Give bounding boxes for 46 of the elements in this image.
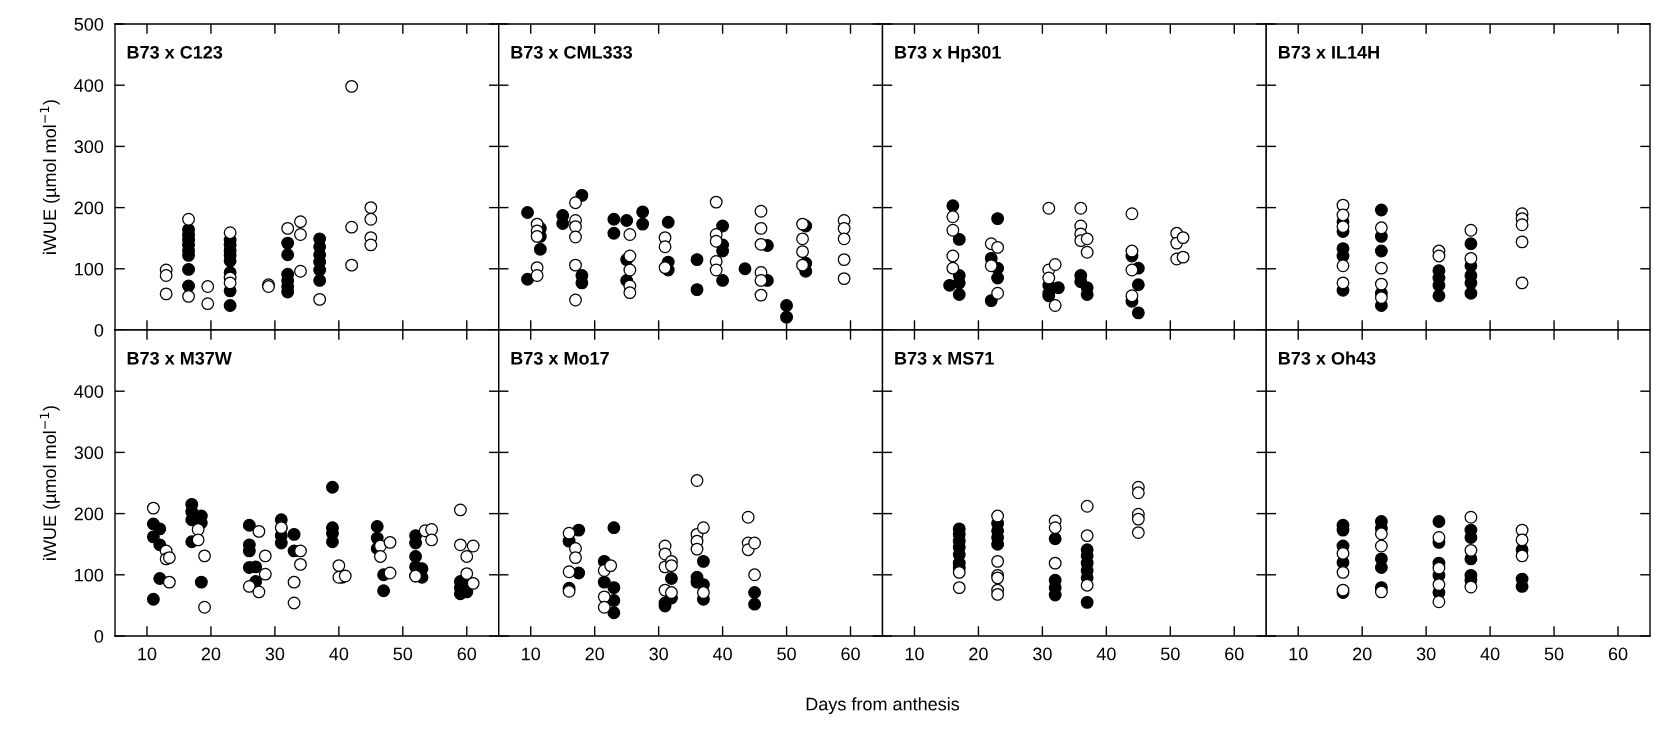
x-tick-label: 60 [1225, 647, 1244, 661]
y-tick-label: 100 [75, 568, 104, 582]
x-tick-label: 60 [1608, 647, 1628, 661]
y-tick-label: 300 [74, 140, 104, 154]
x-tick-label: 30 [1033, 647, 1052, 661]
x-tick-label: 10 [905, 647, 924, 661]
x-tick-label: 40 [1096, 647, 1116, 661]
x-tick-label: 10 [522, 647, 541, 661]
y-tick-label: 0 [94, 323, 104, 337]
y-tick-label: 300 [74, 446, 104, 460]
y-tick-label: 400 [74, 79, 104, 92]
x-tick-label: 30 [1416, 647, 1436, 661]
text: B73 x M37W [127, 351, 232, 365]
x-tick-label: 50 [1544, 647, 1564, 661]
text: B73 x CML333 [511, 45, 633, 59]
y-tick-label: 500 [74, 17, 104, 31]
y-axis-title: iWUE (µmol mol$^{−1}$) [39, 406, 60, 560]
y-axis-title: iWUE (µmol mol$^{−1}$) [39, 100, 60, 254]
y-tick-label: 400 [74, 385, 104, 398]
x-tick-label: 30 [265, 647, 285, 661]
x-tick-label: 20 [585, 647, 605, 661]
x-tick-label: 60 [457, 647, 477, 661]
x-tick-label: 50 [1160, 647, 1180, 661]
x-tick-label: 10 [1289, 647, 1308, 661]
text: B73 x MS71 [895, 351, 994, 365]
text: B73 x Oh43 [1278, 351, 1376, 365]
y-tick-label: 200 [74, 507, 104, 521]
x-tick-label: 40 [329, 647, 349, 661]
x-tick-label: 60 [841, 647, 860, 661]
x-tick-label: 50 [777, 647, 796, 661]
text: B73 x Mo17 [511, 351, 609, 365]
x-tick-label: 40 [712, 647, 732, 661]
y-tick-label: 0 [94, 629, 104, 643]
text: B73 x Hp301 [895, 45, 1001, 63]
text: B73 x C123 [127, 45, 223, 59]
text: B73 x IL14H [1278, 45, 1379, 59]
x-tick-label: 20 [1353, 647, 1372, 661]
x-tick-label: 50 [393, 647, 413, 661]
x-tick-label: 10 [138, 647, 157, 661]
y-tick-label: 100 [75, 262, 104, 276]
x-axis-title: Days from anthesis [806, 697, 960, 715]
y-tick-label: 200 [74, 201, 104, 215]
x-tick-label: 40 [1480, 647, 1500, 661]
x-tick-label: 20 [201, 647, 221, 661]
x-tick-label: 20 [969, 647, 988, 661]
x-tick-label: 30 [649, 647, 668, 661]
